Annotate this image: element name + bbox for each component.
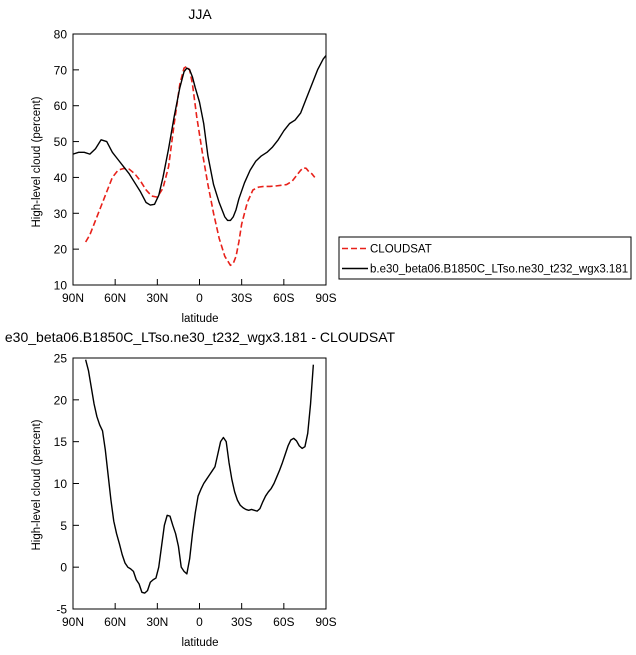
- y-tick-label: 10: [54, 279, 68, 293]
- legend-label-cloudsat: CLOUDSAT: [370, 244, 432, 256]
- x-tick-label: 90S: [315, 291, 336, 305]
- y-tick-label: 20: [54, 243, 68, 257]
- y-tick-label: 40: [54, 171, 68, 185]
- x-tick-label: 90N: [62, 615, 84, 629]
- top-series-lines: [72, 55, 327, 267]
- bottom-xlabel: latitude: [181, 637, 218, 649]
- legend-box: [338, 236, 632, 280]
- x-tick-label: 30S: [231, 291, 252, 305]
- top-plot-frame: [72, 33, 327, 286]
- bottom-series-lines: [84, 359, 315, 594]
- x-tick-label: 60S: [273, 291, 294, 305]
- x-tick-label: 30N: [146, 291, 168, 305]
- y-tick-label: 10: [54, 477, 68, 491]
- series-line-1-0: [84, 359, 315, 594]
- y-tick-label: 20: [54, 393, 68, 407]
- y-tick-label: -5: [56, 603, 67, 617]
- series-line-0-1: [72, 55, 327, 222]
- bottom-title: e30_beta06.B1850C_LTso.ne30_t232_wgx3.18…: [5, 329, 396, 345]
- x-tick-label: 30N: [146, 615, 168, 629]
- x-tick-label: 0: [196, 615, 203, 629]
- y-tick-label: 60: [54, 99, 68, 113]
- y-tick-label: 25: [54, 352, 68, 366]
- bottom-y-axis: -5 0 5 10 15 20 25: [54, 352, 79, 617]
- x-tick-label: 60N: [104, 615, 126, 629]
- bottom-plot-frame: [72, 357, 327, 610]
- x-tick-label: 30S: [231, 615, 252, 629]
- y-tick-label: 80: [54, 28, 68, 42]
- top-ylabel: High-level cloud (percent): [31, 96, 43, 227]
- y-tick-label: 70: [54, 63, 68, 77]
- x-tick-label: 60N: [104, 291, 126, 305]
- x-tick-label: 60S: [273, 615, 294, 629]
- x-tick-label: 0: [196, 291, 203, 305]
- legend: CLOUDSAT b.e30_beta06.B1850C_LTso.ne30_t…: [338, 236, 632, 280]
- y-tick-label: 0: [60, 561, 67, 575]
- y-tick-label: 5: [60, 519, 67, 533]
- y-tick-label: 30: [54, 207, 68, 221]
- top-y-axis: 10 20 30 40 50 60 70 80: [54, 28, 79, 293]
- bottom-panel: latitude e30_beta06.B1850C_LTso.ne30_t23…: [5, 313, 396, 649]
- legend-label-model: b.e30_beta06.B1850C_LTso.ne30_t232_wgx3.…: [370, 264, 628, 276]
- series-line-0-0: [84, 65, 316, 267]
- x-tick-label: 90S: [315, 615, 336, 629]
- top-panel: JJA High-level cloud (percent) 10 20 30 40 5…: [31, 6, 337, 305]
- top-x-axis: 90N 60N 30N 0 30S 60S 90S: [62, 279, 337, 305]
- bottom-x-axis: 90N 60N 30N 0 30S 60S 90S: [62, 603, 337, 629]
- top-title: JJA: [188, 6, 212, 22]
- y-tick-label: 15: [54, 435, 68, 449]
- y-tick-label: 50: [54, 135, 68, 149]
- top-xlabel: latitude: [181, 313, 218, 325]
- x-tick-label: 90N: [62, 291, 84, 305]
- bottom-ylabel: High-level cloud (percent): [31, 419, 43, 550]
